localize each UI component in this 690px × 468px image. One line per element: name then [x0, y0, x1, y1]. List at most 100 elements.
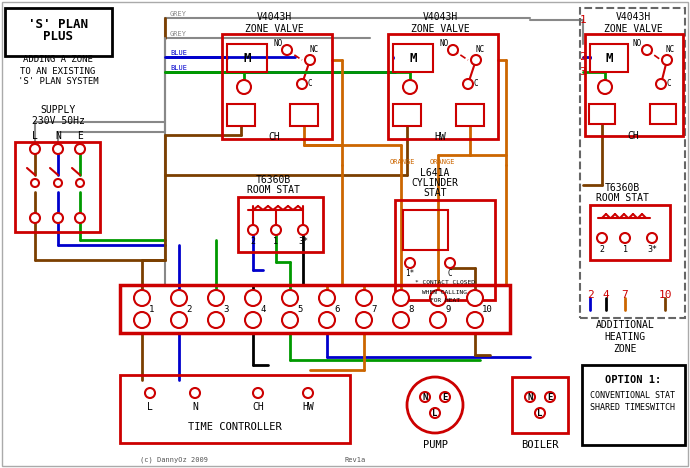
Text: ZONE: ZONE — [613, 344, 637, 354]
Circle shape — [145, 388, 155, 398]
Text: 2: 2 — [580, 52, 586, 62]
Circle shape — [405, 258, 415, 268]
Circle shape — [134, 290, 150, 306]
Bar — [5, 8, 112, 56]
Circle shape — [430, 290, 446, 306]
Circle shape — [75, 213, 85, 223]
Circle shape — [407, 377, 463, 433]
Text: (c) DannyOz 2009: (c) DannyOz 2009 — [140, 457, 208, 463]
Bar — [590, 205, 670, 260]
Bar — [403, 210, 448, 250]
Text: CH: CH — [252, 402, 264, 412]
Text: V4043H: V4043H — [615, 12, 651, 22]
Text: ZONE VALVE: ZONE VALVE — [604, 24, 662, 34]
Circle shape — [319, 312, 335, 328]
Text: GREY: GREY — [170, 31, 187, 37]
Text: CYLINDER: CYLINDER — [411, 178, 458, 188]
Text: ORANGE: ORANGE — [390, 159, 415, 165]
Text: ADDING A ZONE: ADDING A ZONE — [23, 56, 93, 65]
Text: E: E — [77, 131, 83, 141]
Circle shape — [248, 225, 258, 235]
Text: C: C — [667, 80, 671, 88]
Text: 3*: 3* — [298, 237, 308, 247]
Text: NC: NC — [309, 45, 319, 54]
Circle shape — [642, 45, 652, 55]
Text: PLUS: PLUS — [43, 30, 73, 44]
Circle shape — [190, 388, 200, 398]
Text: 1: 1 — [622, 246, 627, 255]
Text: TIME CONTROLLER: TIME CONTROLLER — [188, 422, 282, 432]
Text: 230V 50Hz: 230V 50Hz — [32, 116, 84, 126]
Bar — [585, 34, 683, 136]
Circle shape — [393, 312, 409, 328]
Text: 7: 7 — [371, 305, 377, 314]
Text: CH: CH — [627, 131, 639, 141]
Text: HW: HW — [434, 132, 446, 142]
Circle shape — [471, 55, 481, 65]
Circle shape — [430, 408, 440, 418]
Bar — [590, 44, 628, 72]
Bar — [222, 34, 332, 139]
Text: E: E — [547, 393, 553, 402]
Circle shape — [420, 392, 430, 402]
Text: M: M — [244, 51, 250, 65]
Circle shape — [356, 312, 372, 328]
Text: 3*: 3* — [647, 246, 657, 255]
Text: ORANGE: ORANGE — [430, 159, 455, 165]
Text: SUPPLY: SUPPLY — [41, 105, 76, 115]
Circle shape — [525, 392, 535, 402]
Bar — [120, 375, 350, 443]
Circle shape — [282, 312, 298, 328]
Text: ROOM STAT: ROOM STAT — [246, 185, 299, 195]
Bar — [589, 104, 615, 124]
Bar — [580, 8, 685, 318]
Text: HEATING: HEATING — [604, 332, 646, 342]
Text: T6360B: T6360B — [255, 175, 290, 185]
Text: BLUE: BLUE — [170, 50, 187, 56]
Text: V4043H: V4043H — [422, 12, 457, 22]
Text: NC: NC — [665, 45, 675, 54]
Text: ADDITIONAL: ADDITIONAL — [595, 320, 654, 330]
Circle shape — [319, 290, 335, 306]
Text: 10: 10 — [658, 290, 672, 300]
Text: 2: 2 — [186, 305, 192, 314]
Bar — [238, 197, 323, 252]
Bar — [512, 377, 568, 433]
Text: CONVENTIONAL STAT: CONVENTIONAL STAT — [591, 390, 676, 400]
Text: 10: 10 — [482, 305, 493, 314]
Text: * CONTACT CLOSED: * CONTACT CLOSED — [415, 280, 475, 285]
Circle shape — [545, 392, 555, 402]
Bar — [15, 142, 100, 232]
Text: SHARED TIMESWITCH: SHARED TIMESWITCH — [591, 403, 676, 412]
Text: 9: 9 — [445, 305, 451, 314]
Text: L: L — [433, 409, 437, 417]
Text: NO: NO — [273, 38, 283, 47]
Text: BOILER: BOILER — [521, 440, 559, 450]
Text: NO: NO — [440, 38, 449, 47]
Text: 2: 2 — [250, 237, 255, 247]
Circle shape — [467, 312, 483, 328]
Circle shape — [54, 179, 62, 187]
Circle shape — [445, 258, 455, 268]
Circle shape — [53, 144, 63, 154]
Text: NO: NO — [632, 38, 642, 47]
Circle shape — [282, 45, 292, 55]
Circle shape — [53, 213, 63, 223]
Circle shape — [597, 233, 607, 243]
Circle shape — [303, 388, 313, 398]
Text: 8: 8 — [408, 305, 414, 314]
Text: HW: HW — [302, 402, 314, 412]
Circle shape — [403, 80, 417, 94]
Text: ZONE VALVE: ZONE VALVE — [245, 24, 304, 34]
Circle shape — [662, 55, 672, 65]
Circle shape — [430, 312, 446, 328]
Text: 7: 7 — [622, 290, 629, 300]
Text: C: C — [308, 80, 313, 88]
Circle shape — [282, 290, 298, 306]
Circle shape — [134, 312, 150, 328]
Bar — [393, 104, 421, 126]
Text: ZONE VALVE: ZONE VALVE — [411, 24, 469, 34]
Circle shape — [298, 225, 308, 235]
Text: NC: NC — [475, 45, 484, 54]
Circle shape — [356, 290, 372, 306]
